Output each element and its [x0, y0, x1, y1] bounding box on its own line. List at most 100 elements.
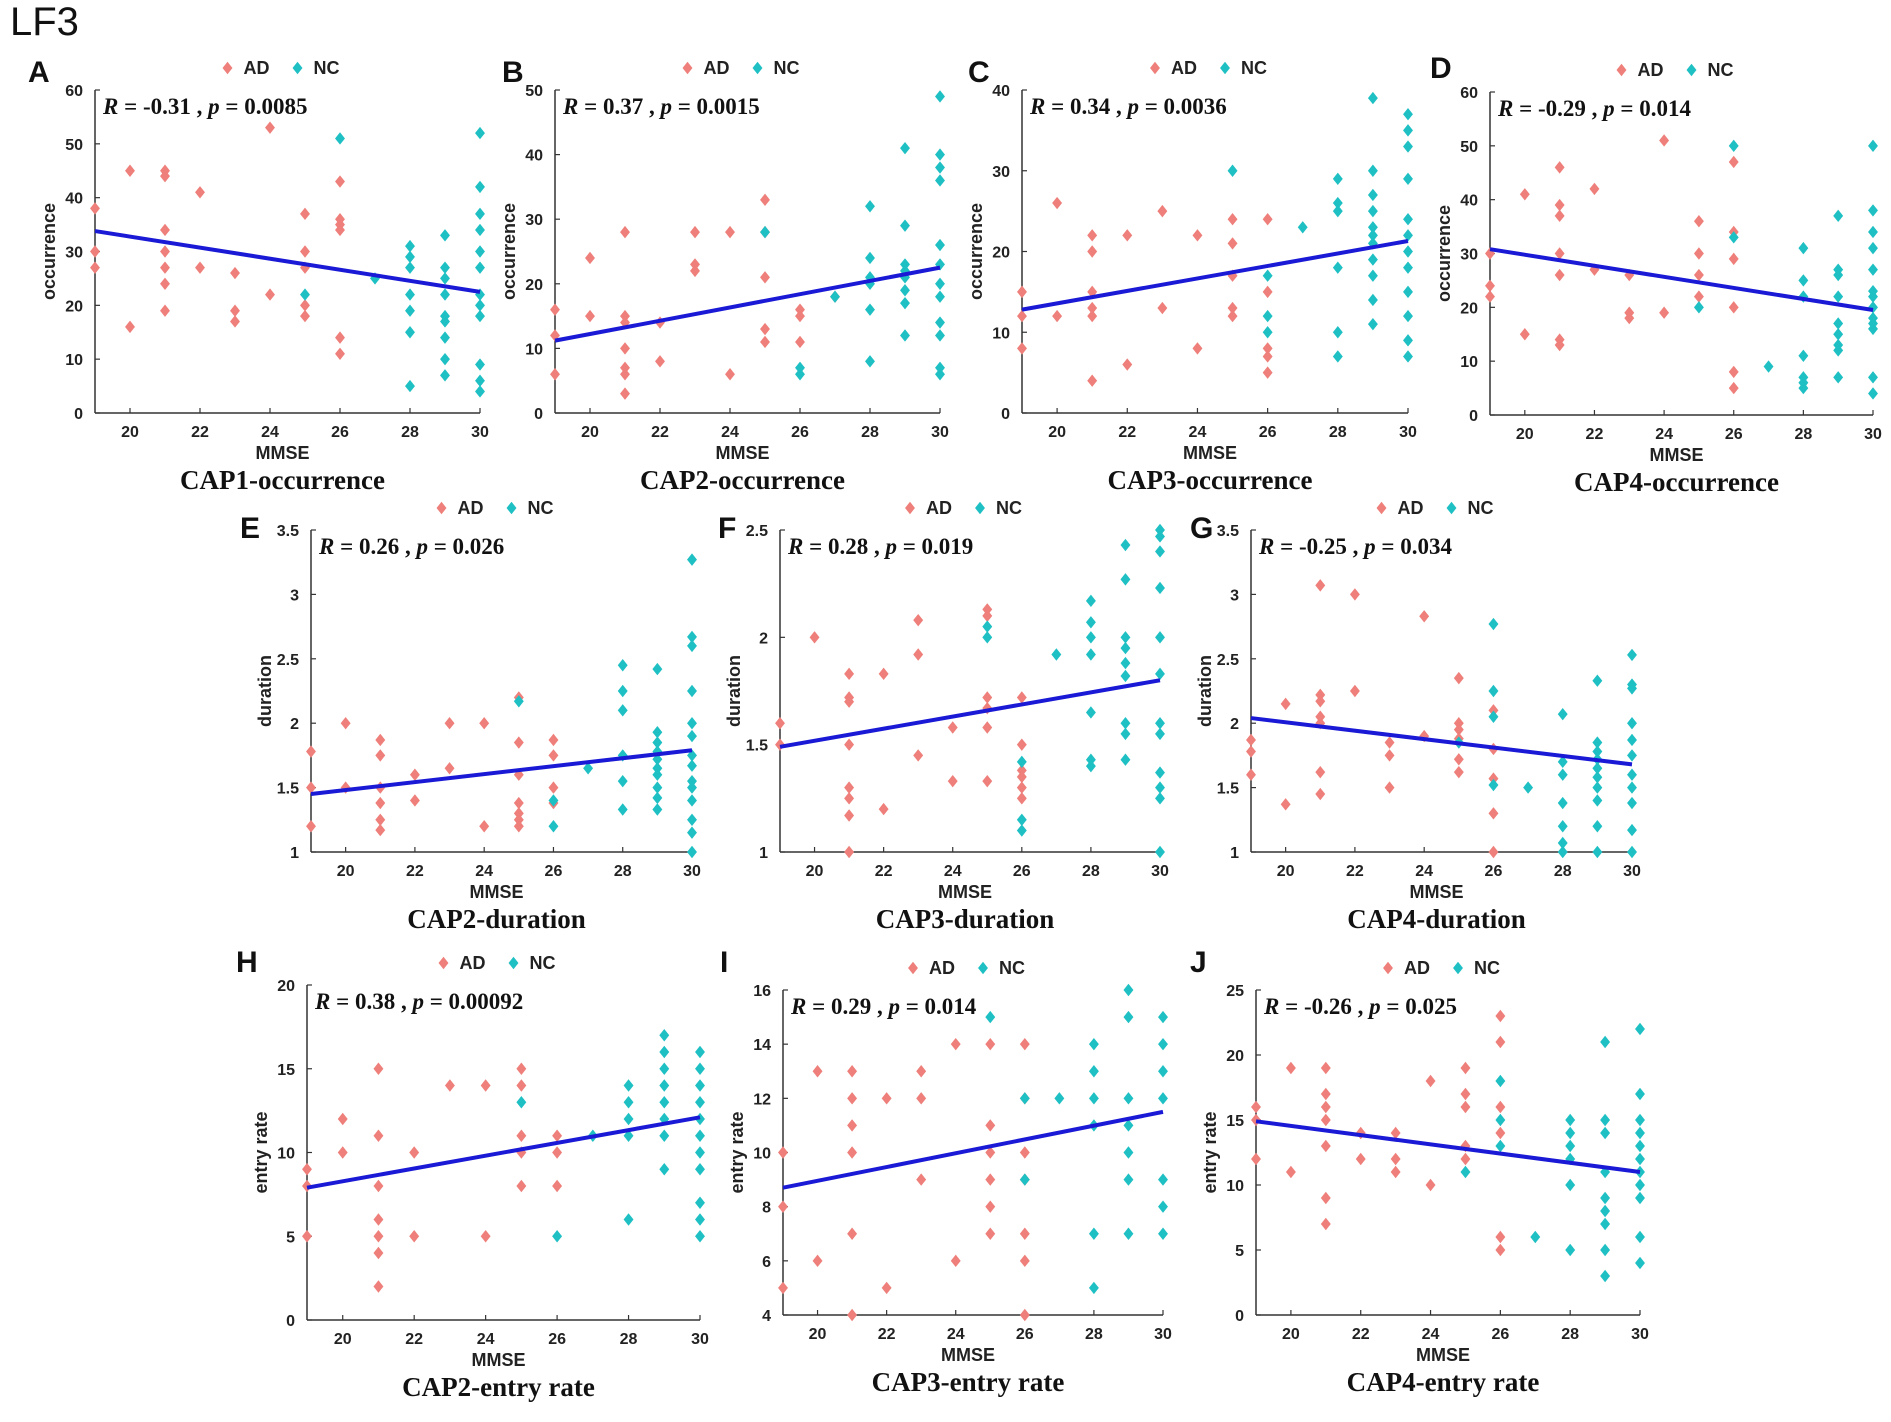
- data-point-nc: [1627, 796, 1637, 810]
- x-tick-label: 26: [1485, 863, 1503, 880]
- data-point-nc: [1635, 1113, 1645, 1127]
- data-point-nc: [1088, 1092, 1099, 1105]
- data-point-nc: [1833, 209, 1844, 223]
- data-point-ad: [760, 193, 770, 207]
- data-point-nc: [617, 704, 628, 717]
- data-point-ad: [620, 361, 630, 374]
- data-point-nc: [1833, 328, 1844, 341]
- data-point-nc: [1635, 1178, 1645, 1192]
- data-point-ad: [373, 1062, 384, 1075]
- y-tick-label: 40: [992, 83, 1010, 100]
- stat-symbol: R: [562, 94, 578, 119]
- series-ad: [775, 603, 1027, 859]
- x-tick-label: 26: [548, 1331, 566, 1348]
- data-point-nc: [1016, 824, 1027, 837]
- data-point-nc: [1833, 371, 1844, 384]
- data-point-nc: [1627, 768, 1637, 781]
- x-tick-label: 28: [1554, 863, 1572, 880]
- data-point-nc: [900, 141, 910, 155]
- data-point-nc: [687, 774, 697, 788]
- data-point-nc: [795, 361, 805, 374]
- data-point-nc: [475, 207, 485, 221]
- data-point-nc: [1798, 274, 1809, 287]
- data-point-ad: [373, 1246, 384, 1260]
- data-point-ad: [916, 1092, 927, 1105]
- y-tick-label: 10: [1460, 354, 1478, 371]
- data-point-ad: [230, 304, 240, 317]
- data-point-ad: [230, 315, 240, 328]
- data-point-ad: [1519, 188, 1530, 201]
- data-point-nc: [405, 304, 415, 317]
- data-point-nc: [1403, 261, 1413, 274]
- data-point-ad: [1016, 792, 1027, 805]
- data-point-nc: [1495, 1139, 1506, 1153]
- data-point-nc: [513, 695, 524, 708]
- y-tick-label: 0: [534, 406, 543, 423]
- data-point-ad: [1016, 770, 1027, 784]
- data-point-ad: [1315, 710, 1326, 723]
- data-point-nc: [405, 326, 415, 339]
- data-point-ad: [809, 631, 820, 644]
- data-point-ad: [516, 1129, 527, 1142]
- data-point-nc: [1367, 204, 1378, 218]
- data-point-ad: [913, 648, 924, 661]
- legend-nc-marker: [975, 501, 985, 515]
- legend-nc-marker: [1453, 961, 1463, 975]
- x-tick-label: 24: [1422, 1326, 1440, 1343]
- data-point-nc: [1155, 667, 1165, 681]
- data-point-ad: [1157, 301, 1168, 315]
- data-point-nc: [1085, 616, 1096, 629]
- data-point-ad: [1087, 229, 1098, 242]
- data-point-ad: [340, 781, 351, 794]
- data-point-nc: [405, 379, 415, 393]
- data-point-nc: [865, 355, 875, 368]
- data-point-ad: [1453, 717, 1464, 730]
- y-tick-label: 10: [277, 1146, 295, 1163]
- stat-value: = 0.0036: [1139, 94, 1227, 119]
- data-point-nc: [1868, 241, 1878, 255]
- x-tick-label: 24: [947, 1326, 965, 1343]
- stat-symbol: R: [1497, 96, 1513, 121]
- data-point-ad: [1485, 279, 1495, 292]
- data-point-ad: [982, 721, 993, 734]
- data-point-nc: [935, 174, 945, 187]
- data-point-nc: [1798, 381, 1809, 395]
- y-tick-label: 5: [286, 1229, 295, 1246]
- data-point-ad: [513, 768, 524, 781]
- data-point-ad: [844, 695, 855, 708]
- data-point-ad: [847, 1065, 858, 1078]
- data-point-nc: [1332, 326, 1343, 339]
- stat-annotation: R = 0.34 , p = 0.0036: [1029, 94, 1227, 119]
- y-tick-label: 2.5: [1217, 652, 1239, 669]
- x-tick-label: 24: [1189, 424, 1207, 441]
- data-point-nc: [1488, 710, 1499, 723]
- data-point-ad: [90, 261, 100, 274]
- data-point-nc: [1016, 755, 1027, 769]
- data-point-ad: [1019, 1227, 1030, 1240]
- data-point-ad: [1280, 798, 1291, 811]
- data-point-ad: [375, 733, 386, 747]
- y-tick-label: 30: [525, 212, 543, 229]
- stat-annotation: R = 0.29 , p = 0.014: [790, 994, 977, 1019]
- y-tick-label: 14: [753, 1037, 771, 1054]
- data-point-ad: [1019, 1146, 1030, 1159]
- data-point-ad: [1016, 781, 1027, 794]
- legend-ad-marker: [438, 956, 449, 970]
- series-ad: [1017, 196, 1273, 387]
- stat-annotation: R = 0.38 , p = 0.00092: [314, 989, 523, 1014]
- data-point-nc: [659, 1129, 670, 1142]
- data-point-ad: [1495, 1009, 1506, 1023]
- data-point-nc: [583, 762, 594, 775]
- data-point-nc: [440, 261, 450, 274]
- y-axis-label: duration: [1195, 655, 1215, 727]
- data-point-ad: [160, 277, 170, 290]
- stat-annotation: R = 0.37 , p = 0.0015: [562, 94, 760, 119]
- data-point-nc: [935, 161, 945, 174]
- data-point-ad: [1227, 213, 1238, 226]
- y-axis-label: occurrence: [39, 203, 59, 300]
- data-point-ad: [982, 691, 993, 704]
- legend-ad-label: AD: [929, 958, 955, 978]
- data-point-nc: [695, 1062, 705, 1075]
- stat-value: = -0.29 ,: [1513, 96, 1603, 121]
- data-point-nc: [475, 223, 485, 237]
